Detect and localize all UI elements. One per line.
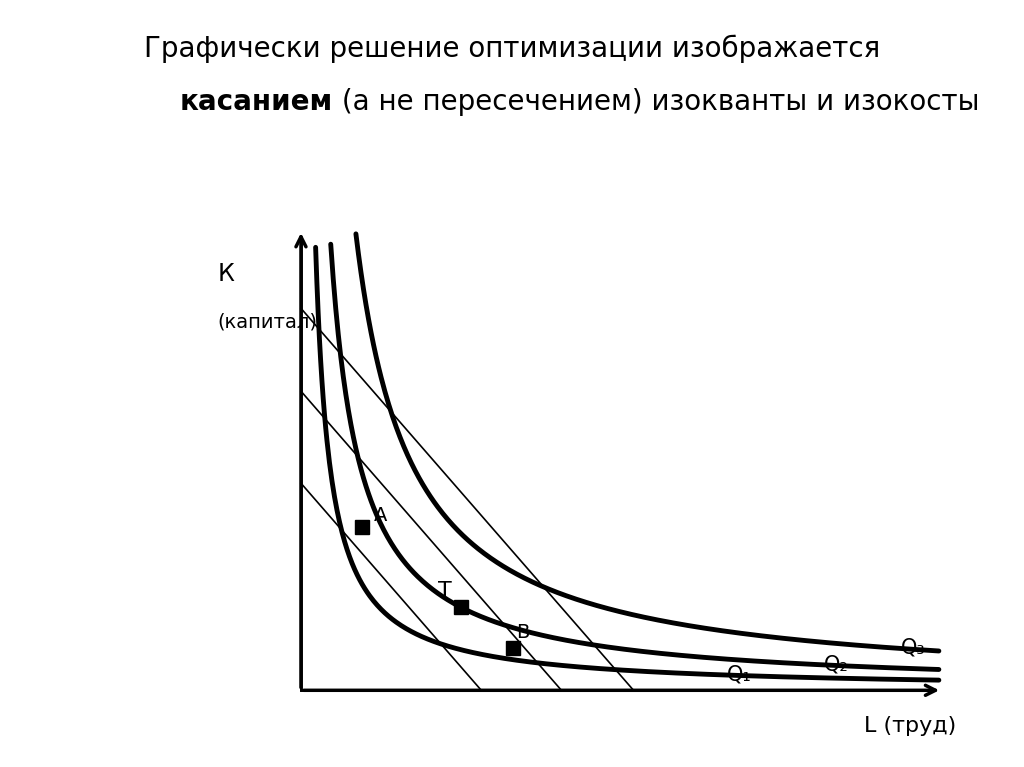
Text: T: T: [438, 581, 452, 601]
Text: L (труд): L (труд): [864, 716, 956, 736]
Text: (а не пересечением) изокванты и изокосты: (а не пересечением) изокванты и изокосты: [333, 88, 979, 117]
Text: К: К: [218, 262, 234, 286]
Text: Q₃: Q₃: [900, 638, 925, 658]
Text: A: A: [374, 505, 387, 525]
Text: Графически решение оптимизации изображается: Графически решение оптимизации изображае…: [144, 35, 880, 63]
Text: касанием: касанием: [179, 88, 333, 117]
Text: Q₂: Q₂: [823, 654, 848, 674]
Text: B: B: [516, 624, 529, 643]
Text: (капитал): (капитал): [218, 313, 317, 332]
Text: Q₁: Q₁: [727, 665, 752, 685]
